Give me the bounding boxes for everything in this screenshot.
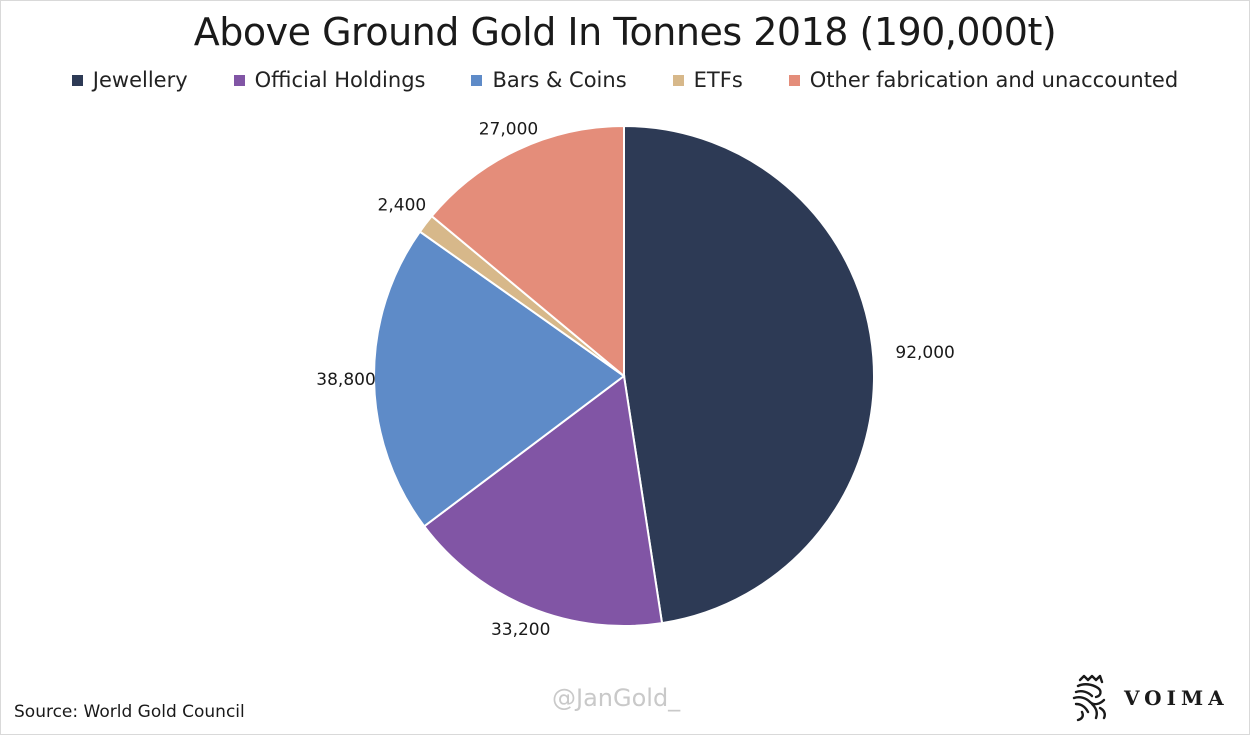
legend-item-jewellery: Jewellery	[71, 68, 188, 92]
legend-label-official-holdings: Official Holdings	[254, 68, 426, 92]
data-label-other: 27,000	[479, 120, 538, 140]
legend-item-other: Other fabrication and unaccounted	[788, 68, 1179, 92]
chart-title: Above Ground Gold In Tonnes 2018 (190,00…	[193, 10, 1057, 54]
legend-swatch-etfs	[672, 74, 684, 86]
legend-label-bars-coins: Bars & Coins	[492, 68, 627, 92]
legend-label-etfs: ETFs	[693, 68, 743, 92]
legend-swatch-jewellery	[71, 74, 83, 86]
pie-slice-official-holdings	[422, 374, 664, 627]
data-label-bars-coins: 38,800	[316, 370, 375, 390]
lion-logo-icon	[1072, 674, 1106, 722]
data-label-official-holdings: 33,200	[491, 620, 550, 640]
legend-swatch-bars-coins	[471, 74, 483, 86]
brand-name: VOIMA	[1124, 686, 1229, 710]
brand: VOIMA	[1068, 674, 1229, 722]
pie-slices	[373, 124, 875, 627]
pie-slice-jewellery	[623, 124, 875, 625]
legend-item-official-holdings: Official Holdings	[233, 68, 426, 92]
pie-labels: 92,000 33,200 38,800 2,400 27,000	[316, 120, 955, 640]
data-label-etfs: 2,400	[378, 196, 427, 216]
data-label-jewellery: 92,000	[895, 343, 954, 363]
watermark: @JanGold_	[552, 684, 681, 712]
pie-slice-bars-coins	[373, 230, 626, 528]
legend-label-jewellery: Jewellery	[92, 68, 188, 92]
source-note: Source: World Gold Council	[14, 702, 245, 722]
legend-swatch-official-holdings	[233, 74, 245, 86]
chart-legend: Jewellery Official Holdings Bars & Coins…	[0, 68, 1250, 92]
legend-swatch-other	[788, 74, 800, 86]
legend-item-etfs: ETFs	[672, 68, 743, 92]
legend-item-bars-coins: Bars & Coins	[471, 68, 627, 92]
pie-slice-other	[430, 124, 625, 379]
legend-label-other: Other fabrication and unaccounted	[809, 68, 1179, 92]
